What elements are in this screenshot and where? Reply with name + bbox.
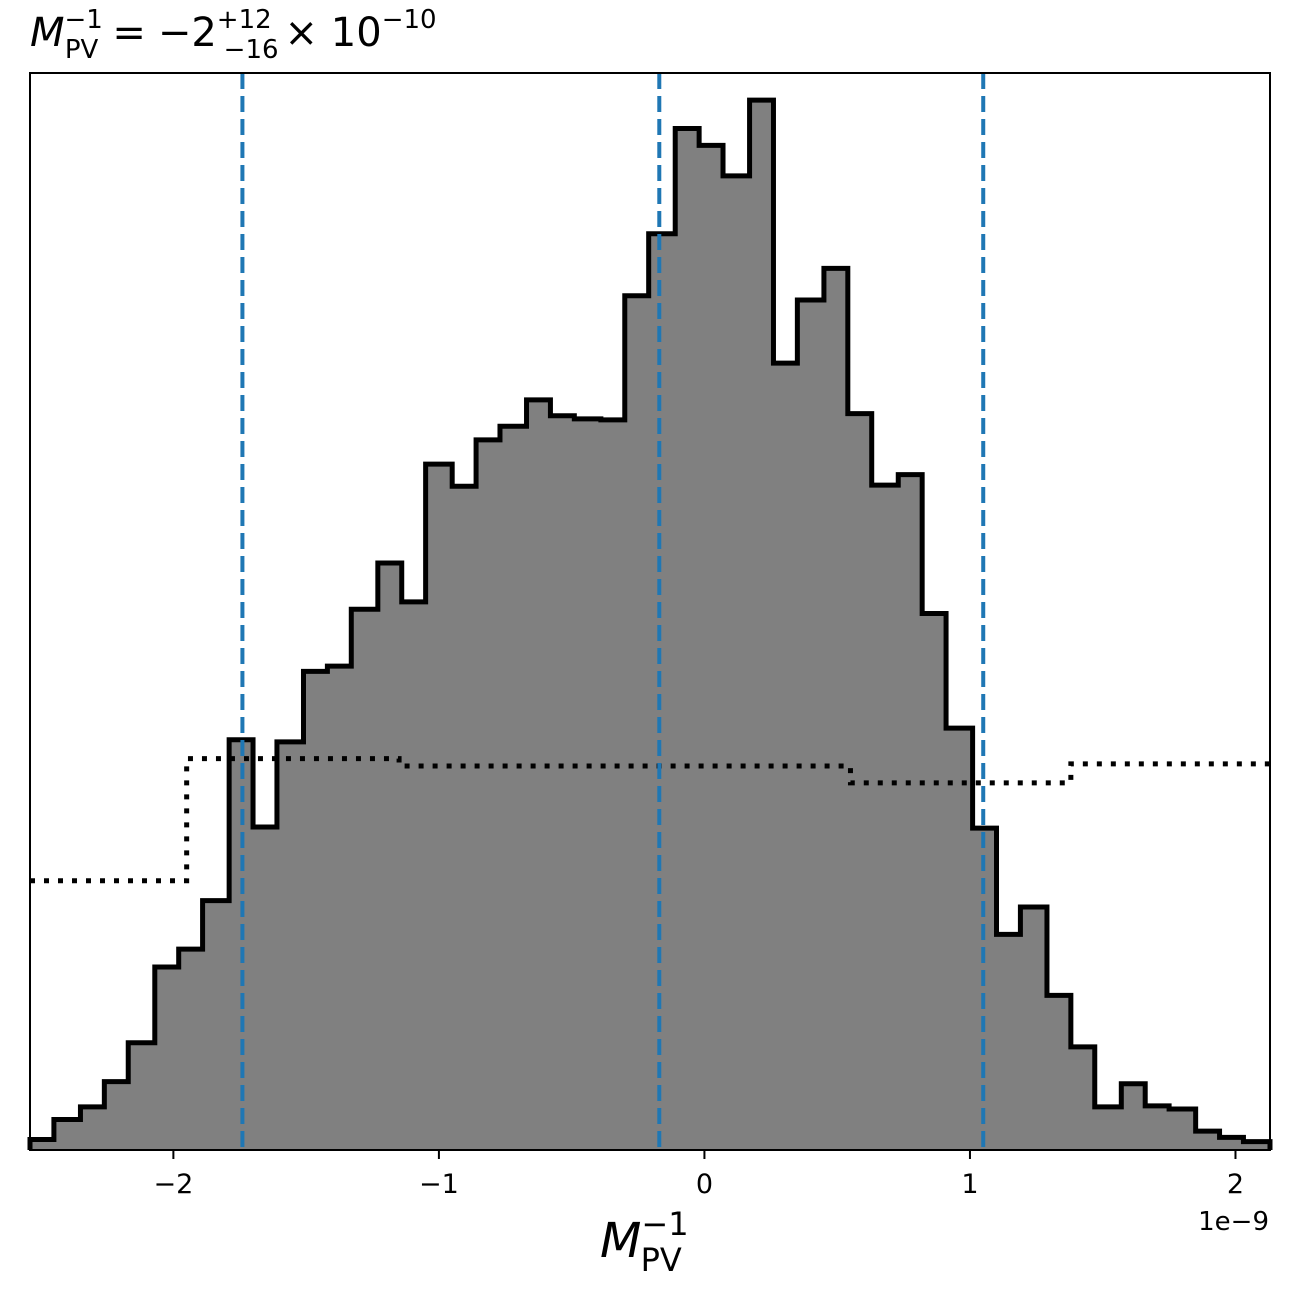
histogram-bar <box>276 741 304 1150</box>
histogram-bar <box>797 299 825 1150</box>
histogram-bar <box>898 474 923 1151</box>
histogram-bar <box>53 1119 81 1150</box>
histogram-bar <box>871 485 899 1150</box>
title-err-minus: −16 <box>224 35 279 65</box>
xlabel-var: M <box>600 1213 641 1269</box>
x-tick-label: −1 <box>419 1169 459 1200</box>
histogram-bar <box>1094 1106 1122 1150</box>
histogram-bar <box>699 145 724 1151</box>
histogram-bar <box>922 613 947 1150</box>
histogram-outline <box>27 97 1273 1150</box>
histogram-bar <box>476 439 501 1150</box>
histogram-bar <box>452 486 477 1150</box>
histogram-bar <box>229 739 254 1150</box>
chart-title: M−1 PV = −2+12 −16 × 10−10 <box>30 5 437 65</box>
histogram-bar <box>253 827 278 1150</box>
title-times: × 10 <box>285 10 382 56</box>
histogram-layer <box>27 97 1273 1151</box>
histogram-bar <box>1219 1137 1244 1150</box>
histogram-bar <box>128 1042 156 1150</box>
histogram-bar <box>154 966 180 1150</box>
histogram-bar <box>723 175 751 1150</box>
xlabel-sub: PV <box>641 1241 682 1279</box>
axes-frame <box>29 72 1271 1151</box>
histogram-bar <box>600 419 626 1150</box>
histogram-bar <box>1145 1105 1170 1150</box>
histogram-bar <box>624 295 650 1150</box>
histogram-bar <box>1169 1108 1197 1150</box>
x-axis-label: M−1 PV <box>600 1205 689 1279</box>
title-value: −2 <box>158 10 217 56</box>
xlabel-sup: −1 <box>641 1205 688 1243</box>
histogram-bar <box>499 426 528 1150</box>
title-equals: = <box>112 10 146 56</box>
histogram-bar <box>178 949 204 1150</box>
x-tick-label: −2 <box>153 1169 193 1200</box>
histogram-bar <box>526 399 551 1150</box>
histogram-bar <box>327 666 352 1150</box>
title-err-plus: +12 <box>217 5 272 35</box>
histogram-bar <box>303 671 328 1150</box>
histogram-bar <box>749 100 774 1150</box>
histogram-bar <box>972 828 998 1150</box>
histogram-bar <box>1046 995 1072 1150</box>
histogram-bar <box>550 415 575 1151</box>
histogram-bar <box>773 363 798 1150</box>
x-tick-label: 2 <box>1227 1169 1244 1200</box>
histogram-bar <box>104 1081 129 1150</box>
histogram-bar <box>425 464 453 1150</box>
histogram-bar <box>401 601 427 1150</box>
histogram-bar <box>648 233 676 1150</box>
histogram-bar <box>996 934 1021 1150</box>
x-offset-label: 1e−9 <box>1198 1207 1269 1237</box>
histogram-bar <box>1020 906 1048 1150</box>
histogram-bar <box>377 562 403 1150</box>
histogram-bar <box>1195 1131 1221 1150</box>
x-tick-label: 0 <box>696 1169 713 1200</box>
histogram-bar <box>30 1139 55 1150</box>
histogram-bar <box>574 418 602 1150</box>
histogram-bar <box>1070 1046 1096 1150</box>
x-tick-label: 1 <box>961 1169 978 1200</box>
title-exp: −10 <box>382 5 437 35</box>
title-var-sup: −1 <box>65 5 103 35</box>
histogram-bar <box>1121 1083 1146 1150</box>
title-var-sub: PV <box>65 35 99 65</box>
histogram-bar <box>1243 1141 1271 1150</box>
histogram-bar <box>351 609 379 1150</box>
histogram-bar <box>946 728 974 1150</box>
histogram-bar <box>202 900 230 1150</box>
histogram-bar <box>80 1106 105 1150</box>
title-var: M <box>30 10 65 56</box>
histogram-bar <box>823 268 849 1150</box>
x-ticks: −2 −1 0 1 2 <box>153 1150 1244 1200</box>
quantile-lines-layer <box>240 73 986 1150</box>
histogram-bar <box>675 128 700 1150</box>
